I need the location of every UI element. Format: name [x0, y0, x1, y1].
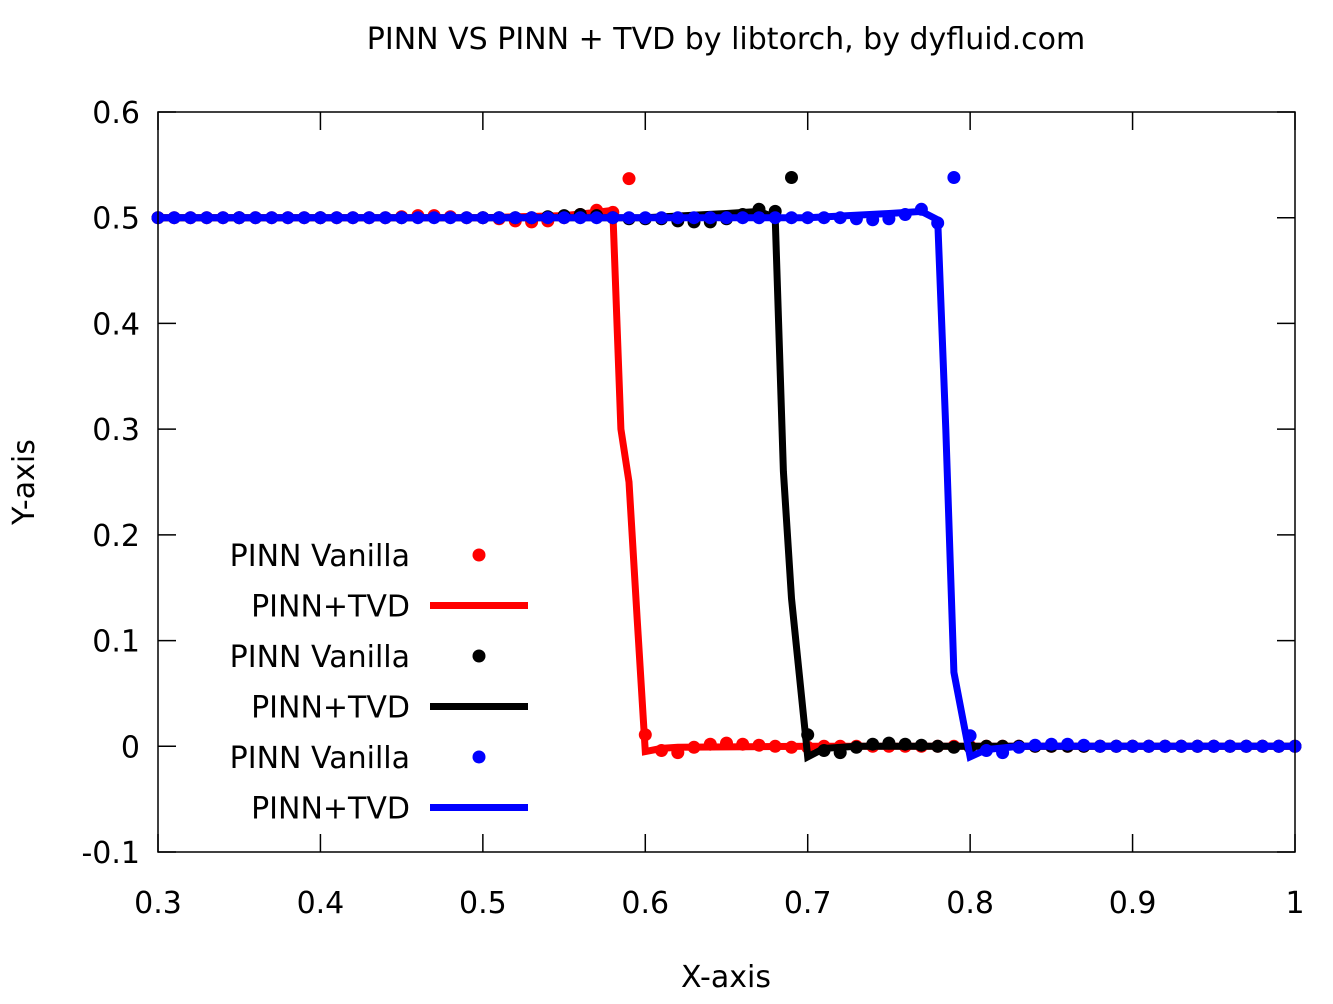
x-tick-label: 0.6	[621, 886, 669, 921]
y-tick-label: 0.5	[92, 202, 140, 237]
x-tick-label: 1	[1285, 886, 1304, 921]
legend: PINN Vanilla PINN+TVD PINN Vanilla PINN+TVD…	[230, 539, 528, 827]
legend-label: PINN Vanilla	[230, 539, 410, 574]
series-5	[158, 207, 1295, 762]
y-tick-label: -0.1	[81, 836, 140, 871]
legend-label: PINN Vanilla	[230, 741, 410, 776]
x-tick-label: 0.3	[134, 886, 182, 921]
legend-label: PINN+TVD	[251, 691, 410, 726]
series-3	[158, 207, 1295, 763]
data-point	[622, 172, 636, 186]
y-tick-label: 0.4	[92, 307, 140, 342]
y-tick-label: 0.1	[92, 625, 140, 660]
legend-label: PINN+TVD	[251, 792, 410, 827]
series-line	[158, 207, 1295, 763]
data-point	[947, 171, 961, 184]
y-tick-label: 0	[121, 730, 140, 765]
y-tick-label: 0.2	[92, 519, 140, 554]
x-tick-label: 0.7	[784, 886, 832, 921]
legend-label: PINN+TVD	[251, 590, 410, 625]
plot-area	[151, 171, 1302, 763]
legend-swatch-point	[472, 548, 486, 562]
plot-frame	[157, 111, 1296, 853]
data-point	[785, 171, 798, 184]
x-tick-label: 0.4	[297, 886, 345, 921]
legend-swatch-point	[472, 750, 486, 764]
x-tick-label: 0.9	[1109, 886, 1157, 921]
y-tick-label: 0.3	[92, 413, 140, 448]
legend-swatch-point	[472, 649, 486, 663]
y-axis-title: Y-axis	[7, 439, 42, 526]
x-tick-label: 0.8	[946, 886, 994, 921]
y-tick-label: 0.6	[92, 96, 140, 131]
chart-title: PINN VS PINN + TVD by libtorch, by dyflu…	[367, 22, 1085, 57]
series-line	[158, 207, 1295, 762]
x-tick-label: 0.5	[459, 886, 507, 921]
x-axis-title: X-axis	[681, 960, 771, 995]
legend-label: PINN Vanilla	[230, 640, 410, 675]
tick-group: 0.3 0.4 0.5 0.6 0.7 0.8 0.9 1 -0.1 0 0.1 0.2 0.3 0.4 0…	[81, 96, 1304, 921]
